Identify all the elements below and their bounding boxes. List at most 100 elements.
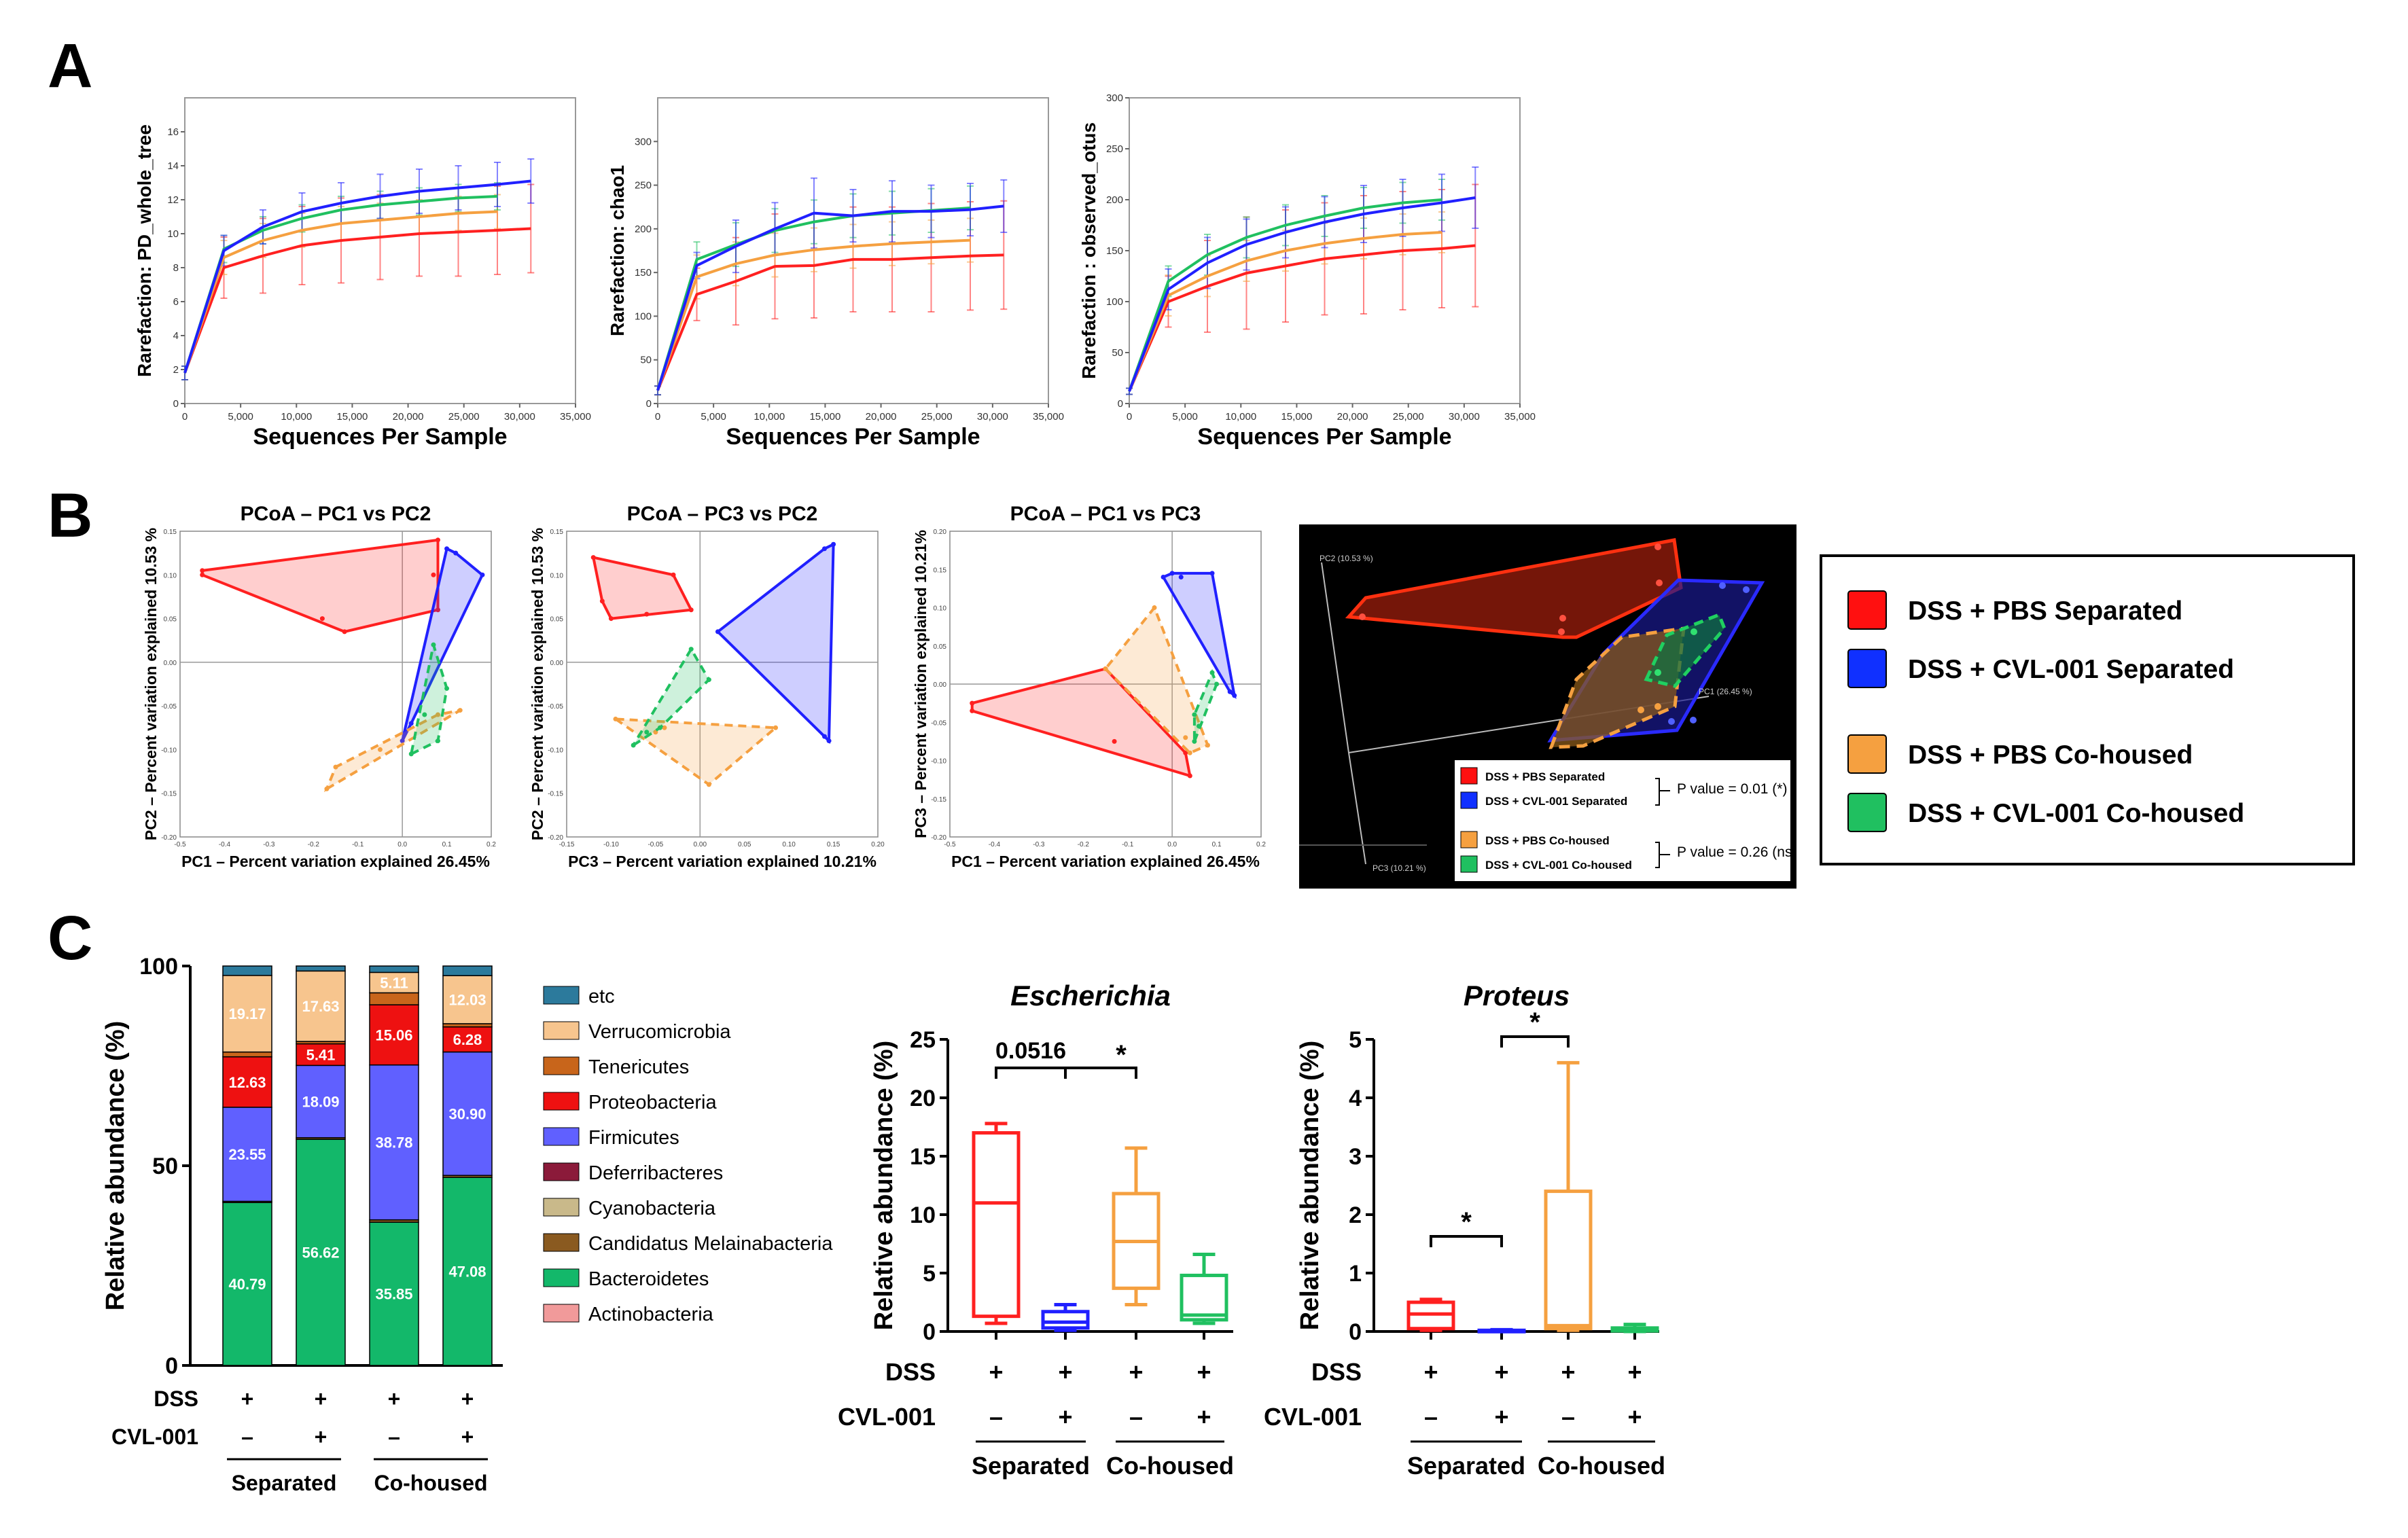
scatter-point [444,685,450,691]
emperor-axis-pc2 [1321,562,1349,753]
x-tick-label: -0.15 [559,841,575,848]
legend-swatch [543,1056,580,1075]
chart-title: PCoA – PC1 vs PC2 [241,503,431,525]
emperor-point [1637,707,1644,713]
legend-label: DSS + CVL-001 Separated [1485,795,1627,808]
segment-label: 17.63 [302,998,339,1015]
x-tick-label: 25,000 [448,411,480,423]
x-tick-label: 30,000 [977,411,1008,423]
scatter-point [706,782,711,787]
chart-title: Proteus [1464,980,1570,1012]
emperor-pc1-label: PC1 (26.45 %) [1699,687,1752,696]
y-tick-label: -0.15 [931,796,946,804]
x-axis-label: Sequences Per Sample [1197,424,1451,450]
stack-segment [369,1221,419,1366]
cvl-sign: + [1058,1403,1072,1431]
y-tick-label: 0.10 [550,572,564,579]
y-tick-label: 0.05 [550,616,564,624]
emperor-p-value-co: P value = 0.26 (ns) [1677,844,1796,860]
segment-label: 6.28 [453,1031,482,1048]
dss-sign: + [1561,1358,1575,1386]
x-tick-label: 5,000 [228,411,253,423]
series-line [1128,244,1476,392]
cvl-sign: – [1424,1403,1438,1431]
x-tick-label: 35,000 [560,411,591,423]
legend-label: Actinobacteria [588,1304,714,1325]
y-tick-label: 200 [635,223,652,235]
legend-label: DSS + PBS Separated [1485,770,1605,783]
x-tick-label: 20,000 [866,411,897,423]
panel-label-c: C [48,904,92,973]
scatter-point [1192,738,1197,744]
significance-star: * [1461,1207,1472,1237]
y-tick-label: 50 [1112,347,1123,359]
group-legend-frame [1820,554,2355,865]
x-tick-label: 25,000 [921,411,953,423]
row-label: DSS [154,1387,198,1411]
cvl-sign: + [461,1425,474,1449]
y-tick-label: 300 [1106,92,1123,104]
x-tick-label: 0 [1127,411,1132,423]
legend-swatch [1847,734,1887,774]
scatter-point [200,568,205,573]
scatter-point [831,541,836,547]
y-tick-label: 3 [1349,1144,1362,1170]
y-tick-label: 4 [173,330,179,342]
y-tick-label: -0.05 [548,703,563,711]
group-hull [591,555,694,620]
y-tick-label: 0.10 [934,605,947,613]
series-line [183,210,498,374]
stack-segment [296,965,346,972]
emperor-hull-cvl-co [1644,612,1727,688]
emperor-point [1690,628,1697,635]
scatter-point [970,700,975,706]
pcoa-pc1-pc2-chart: -0.5 -0.4 -0.3 -0.2 -0.1 0.0 0.1 0.2 -0.20 -0.15 -… [142,503,496,870]
legend-label: Bacteroidetes [588,1268,709,1290]
scatter-point [599,598,605,604]
x-tick-label: 0.05 [738,841,751,848]
segment-label: 56.62 [302,1245,339,1262]
scatter-point [408,721,414,726]
dss-sign: + [241,1387,254,1411]
segment-label: 19.17 [228,1005,266,1022]
segment-label: 5.41 [306,1046,336,1063]
y-tick-label: 5 [1349,1027,1362,1053]
scatter-point [1183,750,1188,755]
scatter-point [1103,666,1108,671]
cvl-sign: – [1129,1403,1143,1431]
y-tick-label: 0 [646,398,652,410]
x-tick-label: 0.0 [397,841,407,848]
chart-title: PCoA – PC3 vs PC2 [627,503,818,525]
stack-segment [296,1139,346,1366]
legend-swatch [543,1162,580,1181]
chart-title: PCoA – PC1 vs PC3 [1010,503,1201,525]
stack-segment [222,1202,272,1366]
significance-star: * [1529,1007,1540,1037]
phylum-legend: etc Verrucomicrobia Tenericutes Proteobacte… [543,986,833,1325]
y-tick-label: -0.15 [161,791,177,798]
segment-label: 5.11 [380,974,408,991]
y-tick-label: 50 [152,1154,178,1179]
scatter-point [644,611,650,617]
dss-sign: + [989,1358,1003,1386]
y-tick-label: 100 [635,310,652,322]
stack-segment [296,970,346,1042]
stack-segment [369,971,419,994]
escherichia-boxplot: 0 5 10 15 20 25 Escherichia Relative abundance … [838,980,1234,1480]
emperor-point [1654,703,1661,710]
y-tick-label: 2 [173,364,179,376]
scatter-point [1214,681,1220,687]
x-tick-label: 15,000 [336,411,368,423]
scatter-point [631,743,636,748]
emperor-point [1359,613,1366,620]
stack-segment [296,1043,346,1067]
x-tick-label: 0.2 [1256,841,1266,848]
cvl-sign: + [315,1425,327,1449]
segment-label: 35.85 [375,1286,412,1303]
group-label: Co-housed [374,1471,487,1495]
box [1041,1310,1090,1330]
scatter-point [342,629,347,634]
y-tick-label: 10 [167,228,179,240]
y-tick-label: 12 [167,194,179,206]
stack-segment [222,1056,272,1108]
